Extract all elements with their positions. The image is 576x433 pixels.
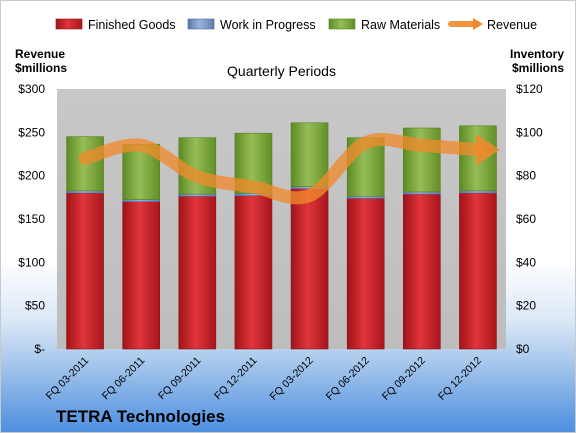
bar-work-in-progress [66,190,104,194]
left-tick-label: $250 [18,125,45,139]
legend-marker-raw-materials [328,18,356,30]
left-tick-label: $100 [18,255,45,269]
right-tick-label: $40 [516,255,536,269]
left-tick-label: $300 [18,82,45,96]
bar-finished-goods [459,192,497,350]
bar-raw-materials [122,143,160,200]
left-axis-title-line2: $millions [15,61,67,75]
x-tick-label: FQ 12-2011 [212,355,260,403]
bar-finished-goods [346,198,385,350]
revenue-line [78,132,485,205]
right-tick-label: $60 [516,212,536,226]
bar-finished-goods [290,188,329,350]
x-tick-label: FQ 03-2011 [44,355,92,403]
chart-title: Quarterly Periods [227,63,336,79]
left-tick-label: $50 [25,299,45,313]
right-tick-label: $20 [516,299,536,313]
bar-raw-materials [290,122,329,187]
bar-work-in-progress [122,199,160,202]
bar-work-in-progress [346,195,385,199]
bar-finished-goods [234,195,273,350]
legend-label-raw-materials: Raw Materials [361,18,440,32]
legend-marker-finished-goods [55,18,83,30]
bar-finished-goods [403,193,441,350]
left-tick-label: $- [34,342,45,356]
left-tick-label: $200 [18,169,45,183]
bar-finished-goods [178,195,217,350]
x-tick-label: FQ 06-2012 [324,355,372,403]
x-tick-label: FQ 09-2011 [156,355,204,403]
legend-marker-work-in-progress [187,18,215,30]
legend-label-revenue: Revenue [487,18,537,32]
legend-arrow-revenue [473,18,483,30]
x-tick-label: FQ 06-2011 [100,355,148,403]
revenue-arrowhead [475,133,500,166]
x-tick-label: FQ 12-2012 [436,355,484,403]
bar-finished-goods [66,192,104,350]
right-axis-title-line2: $millions [512,61,564,75]
left-tick-label: $150 [18,212,45,226]
right-tick-label: $100 [516,125,543,139]
legend-label-finished-goods: Finished Goods [88,18,176,32]
bar-work-in-progress [178,193,217,197]
right-tick-label: $0 [516,342,530,356]
x-tick-label: FQ 03-2012 [268,355,316,403]
bar-finished-goods [122,201,160,350]
right-axis-title-line1: Inventory [510,47,564,61]
right-tick-label: $120 [516,82,543,96]
right-tick-label: $80 [516,169,536,183]
x-tick-label: FQ 09-2012 [380,355,428,403]
bar-work-in-progress [403,191,441,195]
legend-label-work-in-progress: Work in Progress [220,18,316,32]
bar-work-in-progress [459,190,497,194]
company-name: TETRA Technologies [56,407,226,426]
left-axis-title-line1: Revenue [15,47,65,61]
